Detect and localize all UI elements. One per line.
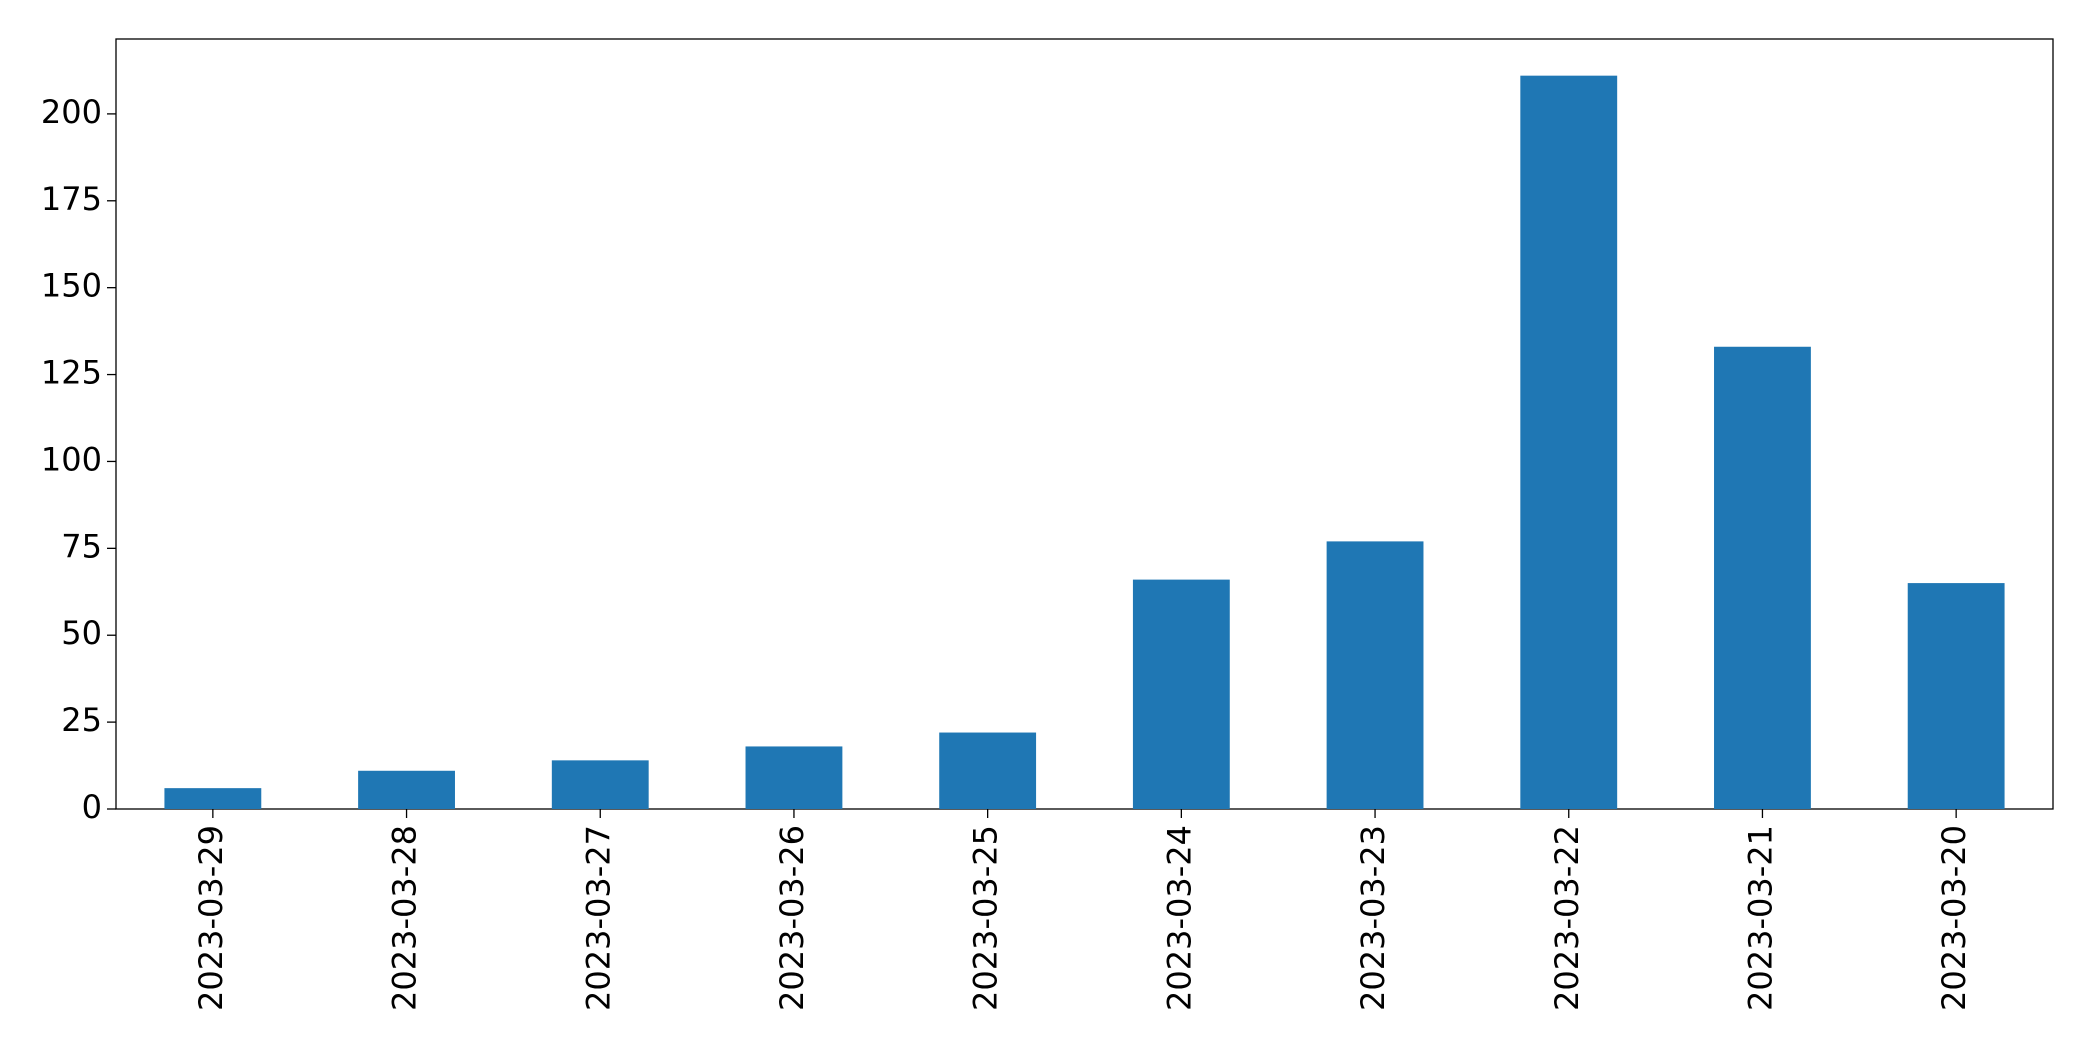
x-tick-label: 2023-03-24 <box>1160 825 1198 1011</box>
y-tick-label: 50 <box>61 614 102 652</box>
bar <box>358 770 455 809</box>
y-tick-label: 25 <box>61 701 102 739</box>
y-tick-label: 0 <box>82 788 102 826</box>
x-tick-label: 2023-03-29 <box>192 825 230 1011</box>
bar <box>164 788 262 809</box>
x-tick-label: 2023-03-27 <box>579 825 617 1011</box>
bar <box>551 760 649 809</box>
bar <box>1907 583 2005 809</box>
x-tick-label: 2023-03-26 <box>773 825 811 1011</box>
y-tick-label: 200 <box>41 93 102 131</box>
bar <box>1132 579 1230 809</box>
x-tick-label: 2023-03-20 <box>1935 825 1973 1011</box>
y-tick-label: 100 <box>41 440 102 478</box>
bar <box>745 746 843 809</box>
x-tick-label: 2023-03-23 <box>1354 825 1392 1011</box>
bar <box>1714 346 1811 809</box>
bar <box>1520 75 1618 809</box>
y-tick-label: 75 <box>61 527 102 565</box>
bar <box>939 732 1037 809</box>
x-tick-label: 2023-03-21 <box>1741 825 1779 1011</box>
plot-frame <box>115 38 2054 810</box>
bar <box>1326 541 1424 809</box>
x-tick-label: 2023-03-22 <box>1548 825 1586 1011</box>
y-tick-label: 175 <box>41 180 102 218</box>
y-tick-label: 150 <box>41 267 102 305</box>
x-tick-label: 2023-03-25 <box>967 825 1005 1011</box>
x-tick-label: 2023-03-28 <box>386 825 424 1011</box>
y-tick-label: 125 <box>41 354 102 392</box>
